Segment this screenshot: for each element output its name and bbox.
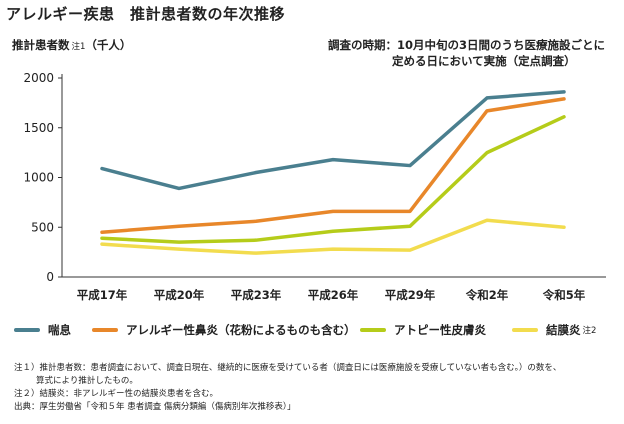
legend-swatch-asthma	[14, 328, 40, 332]
y-tick-label: 0	[46, 270, 54, 284]
chart-title: アレルギー疾患 推計患者数の年次推移	[6, 5, 286, 23]
footnote-1: 注１）推計患者数：患者調査において、調査日現在、継続的に医療を受けている者（調査…	[14, 363, 562, 373]
legend-item-rhinitis: アレルギー性鼻炎（花粉によるものも含む）	[92, 322, 356, 338]
x-tick-label: 平成23年	[231, 288, 282, 302]
legend-swatch-rhinitis	[92, 328, 118, 332]
y-axis-unit: （千人）	[85, 38, 132, 52]
legend-item-dermatitis: アトピー性皮膚炎	[360, 322, 486, 338]
series-line-conjunctivitis	[100, 218, 566, 255]
series-line-rhinitis	[100, 97, 566, 234]
x-tick-label: 令和2年	[465, 288, 509, 302]
footnotes: 注１）推計患者数：患者調査において、調査日現在、継続的に医療を受けている者（調査…	[14, 362, 561, 414]
legend-label-asthma: 喘息	[48, 323, 71, 337]
legend-swatch-conjunctivitis	[512, 328, 538, 332]
source-note: 出典：厚生労働省「令和５年 患者調査 傷病分類編（傷病別年次推移表）」	[14, 402, 296, 412]
x-tick-label: 平成17年	[77, 288, 128, 302]
legend-note-conjunctivitis: 注2	[582, 326, 597, 336]
legend-item-asthma: 喘息	[14, 322, 71, 338]
footnote-1-cont: 算式により推計したもの。	[36, 376, 138, 386]
y-tick-label: 1000	[23, 171, 54, 185]
survey-line-1: 調査の時期：10月中旬の3日間のうち医療施設ごとに	[328, 38, 606, 52]
footnote-2: 注２）結膜炎：非アレルギー性の結膜炎患者を含む。	[14, 389, 219, 399]
legend-swatch-dermatitis	[360, 328, 386, 332]
survey-line-2: 定める日において実施（定点調査）	[392, 54, 576, 68]
legend-item-conjunctivitis: 結膜炎 注2	[512, 322, 596, 338]
x-tick-label: 平成29年	[385, 288, 436, 302]
line-chart: 0 500 1000 1500 2000 平成17年 平成20年 平成23年 平成26年 平成29…	[23, 71, 606, 302]
y-axis-note: 注1	[71, 42, 86, 52]
y-tick-label: 2000	[23, 71, 54, 85]
y-tick-label: 1500	[23, 121, 54, 135]
x-tick-label: 平成20年	[154, 288, 205, 302]
y-tick-label: 500	[31, 220, 54, 234]
series-line-asthma	[100, 90, 566, 191]
x-tick-label: 平成26年	[308, 288, 359, 302]
series-line-dermatitis	[100, 115, 566, 244]
x-tick-label: 令和5年	[542, 288, 586, 302]
y-axis-label: 推計患者数 注1（千人）	[12, 37, 131, 53]
legend-label-conjunctivitis: 結膜炎	[546, 323, 581, 337]
legend-label-dermatitis: アトピー性皮膚炎	[394, 323, 486, 337]
survey-period-note: 調査の時期：10月中旬の3日間のうち医療施設ごとに 定める日において実施（定点調…	[328, 37, 605, 69]
y-axis-label-text: 推計患者数	[12, 38, 70, 52]
legend-label-rhinitis: アレルギー性鼻炎（花粉によるものも含む）	[126, 323, 356, 337]
